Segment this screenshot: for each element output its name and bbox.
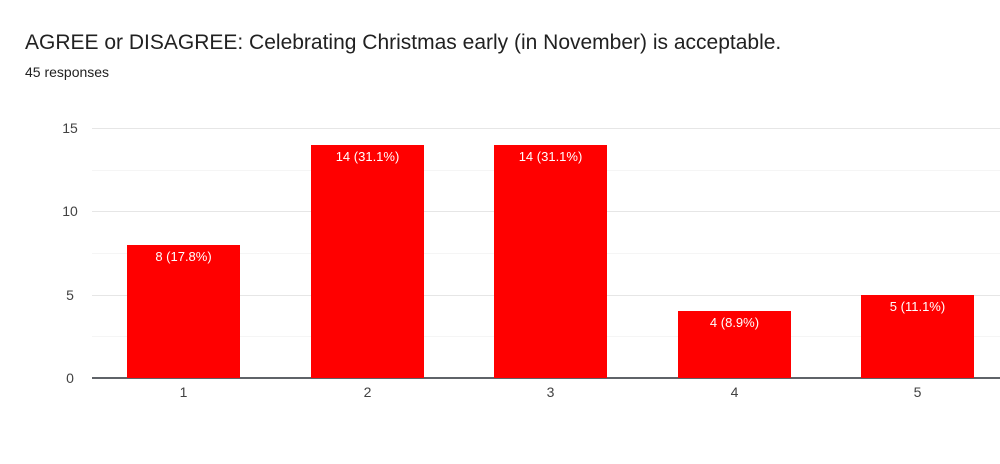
bar[interactable] <box>494 145 607 378</box>
bar-value-label: 8 (17.8%) <box>155 249 212 264</box>
y-tick-label: 0 <box>66 370 74 386</box>
gridline-major <box>92 128 1000 129</box>
bar-value-label: 14 (31.1%) <box>518 149 583 164</box>
bar-value-label: 5 (11.1%) <box>889 299 946 314</box>
responses-count: 45 responses <box>25 64 110 80</box>
x-tick-label: 4 <box>730 384 739 400</box>
y-tick-label: 15 <box>62 120 78 136</box>
x-axis-baseline <box>92 377 1000 379</box>
bar[interactable] <box>311 145 424 378</box>
x-tick-label: 2 <box>363 384 372 400</box>
bar-value-label: 14 (31.1%) <box>335 149 400 164</box>
x-tick-label: 3 <box>546 384 555 400</box>
question-title: AGREE or DISAGREE: Celebrating Christmas… <box>25 31 782 54</box>
x-tick-label: 1 <box>179 384 188 400</box>
x-tick-label: 5 <box>913 384 922 400</box>
bar-value-label: 4 (8.9%) <box>709 315 760 330</box>
bar[interactable] <box>861 295 974 378</box>
y-tick-label: 10 <box>62 203 78 219</box>
y-tick-label: 5 <box>66 287 74 303</box>
bar[interactable] <box>678 311 791 378</box>
bar[interactable] <box>127 245 240 378</box>
